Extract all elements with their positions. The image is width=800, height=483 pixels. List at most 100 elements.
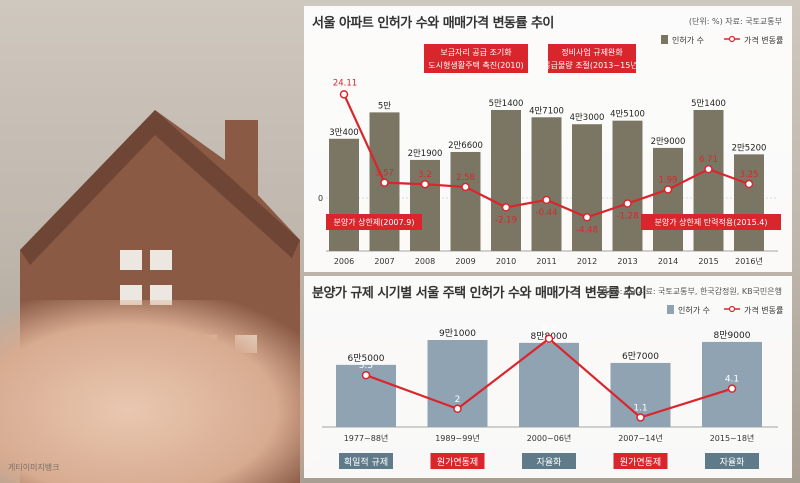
legend-bar-label: 인허가 수: [678, 305, 710, 315]
x-tick-label: 2008: [415, 257, 435, 266]
annotation-text: 보금자리 공급 조기화: [440, 48, 512, 57]
x-tick-label: 2009: [455, 257, 475, 266]
x-tick-label: 1989~99년: [435, 433, 480, 443]
bar: [450, 151, 481, 251]
line-point: [744, 179, 754, 189]
bar: [653, 147, 683, 251]
regime-badge: [522, 453, 576, 469]
annotation-text: 분양가 상한제(2007.9): [334, 217, 415, 227]
annotation-box: [641, 214, 781, 230]
bar-value-label: 4만5100: [610, 110, 645, 120]
legend-bar-label: 인허가 수: [672, 35, 704, 45]
chart-apartment: 인허가 수 가격 변동률 0 3만400 2006 5만 2007 2만1900 2008 2만6…: [318, 35, 783, 266]
x-tick-label: 2007~14년: [618, 433, 663, 443]
annotation-text: 정비사업 규제완화: [561, 47, 623, 57]
bar-value-label: 5만: [378, 101, 391, 111]
bar: [491, 110, 521, 251]
x-tick-label: 2015~18년: [710, 433, 755, 443]
line-point: [663, 185, 673, 194]
legend-bar-swatch: [661, 35, 668, 44]
x-tick-label: 2015: [698, 257, 718, 266]
regime-label: 자율화: [537, 457, 562, 468]
regime-label: 자율화: [720, 457, 745, 468]
bar-value-label: 5만1400: [691, 99, 726, 109]
legend-line-marker: [728, 35, 736, 43]
bar: [427, 340, 488, 427]
annotation-box: [424, 44, 528, 73]
line-value-label: 3.25: [740, 170, 759, 180]
x-tick-label: 2010: [496, 257, 516, 266]
line-point: [461, 182, 470, 192]
line-value-label: 1.1: [633, 403, 647, 413]
chart-title: 분양가 규제 시기별 서울 주택 인허가 수와 매매가격 변동률 추이: [312, 286, 647, 301]
bar: [410, 159, 440, 251]
line-value-label: 3.2: [418, 170, 432, 180]
x-tick-label: 2006: [334, 257, 354, 266]
annotation-text: 공급물량 조절(2013~15년): [543, 60, 641, 70]
line-point: [380, 178, 389, 187]
legend-bar-swatch: [667, 305, 674, 314]
bar: [572, 124, 602, 251]
legend-line-marker: [728, 305, 736, 313]
chart-source: (단위: %) 자료: 국토교통부, 한국감정원, KB국민은행: [601, 287, 782, 296]
line-point: [453, 404, 462, 414]
line-point: [727, 384, 737, 393]
line-value-label: 9.3: [542, 325, 556, 335]
bar-value-label: 2만6600: [448, 141, 483, 151]
bar-value-label: 2만5200: [732, 143, 767, 153]
bar: [612, 120, 643, 251]
bar-value-label: 4만3000: [570, 113, 605, 123]
bar-value-label: 6만7000: [622, 351, 659, 362]
bar: [734, 154, 764, 251]
chart-title: 서울 아파트 인허가 수와 매매가격 변동률 추이: [312, 16, 554, 31]
line-point: [420, 179, 430, 189]
regime-label: 원가연동제: [437, 457, 478, 468]
x-tick-label: 2012: [577, 257, 597, 266]
regime-badge: [339, 453, 393, 469]
annotation-text: 도시형생활주택 촉진(2010): [428, 60, 523, 70]
line-value-label: 1.99: [659, 175, 678, 185]
x-tick-label: 2011: [536, 257, 556, 266]
bar-value-label: 8만9000: [714, 330, 751, 341]
x-tick-label: 2014: [658, 257, 678, 266]
chart-panel-regulation: 분양가 규제 시기별 서울 주택 인허가 수와 매매가격 변동률 추이 (단위:…: [304, 276, 792, 478]
line-point: [636, 413, 645, 422]
bar-value-label: 5만1400: [489, 99, 524, 109]
regime-badge: [430, 453, 485, 469]
line-point: [542, 195, 551, 205]
annotation-box: [326, 214, 422, 230]
bar-value-label: 9만1000: [439, 328, 476, 339]
line-value-label: -1.28: [617, 212, 639, 222]
line-value-label: -0.44: [536, 208, 558, 218]
chart-source: (단위: %) 자료: 국토교통부: [688, 17, 782, 26]
legend-line-label: 가격 변동률: [744, 35, 783, 45]
line-point: [361, 370, 371, 380]
legend-line-label: 가격 변동률: [744, 305, 783, 315]
line-value-label: -4.48: [576, 225, 598, 235]
line-point: [501, 203, 511, 212]
annotation-box: [548, 44, 636, 73]
line-value-label: 5.5: [359, 361, 373, 371]
line-point: [544, 334, 554, 343]
line-value-label: 3.57: [375, 169, 394, 179]
line-value-label: -2.19: [495, 215, 517, 225]
line-value-label: 2: [455, 395, 461, 405]
image-credit: 게티이미지뱅크: [8, 463, 60, 472]
line-value-label: 24.11: [333, 78, 357, 88]
bar: [531, 117, 562, 251]
line-value-label: 6.71: [699, 155, 718, 165]
x-tick-label: 2013: [617, 257, 637, 266]
bar: [329, 138, 359, 251]
regime-badge: [613, 453, 668, 469]
regime-badge: [705, 453, 759, 469]
annotation-text: 분양가 상한제 탄력적용(2015.4): [655, 217, 768, 227]
x-tick-label: 2007: [374, 257, 394, 266]
line-point: [704, 164, 713, 174]
regime-label: 획일적 규제: [344, 456, 388, 468]
line-point: [339, 90, 349, 99]
zero-label: 0: [318, 194, 323, 203]
chart-panel-apartment: 서울 아파트 인허가 수와 매매가격 변동률 추이 (단위: %) 자료: 국토…: [304, 6, 792, 272]
regime-label: 원가연동제: [620, 457, 661, 468]
x-tick-label: 2016년: [735, 256, 763, 266]
